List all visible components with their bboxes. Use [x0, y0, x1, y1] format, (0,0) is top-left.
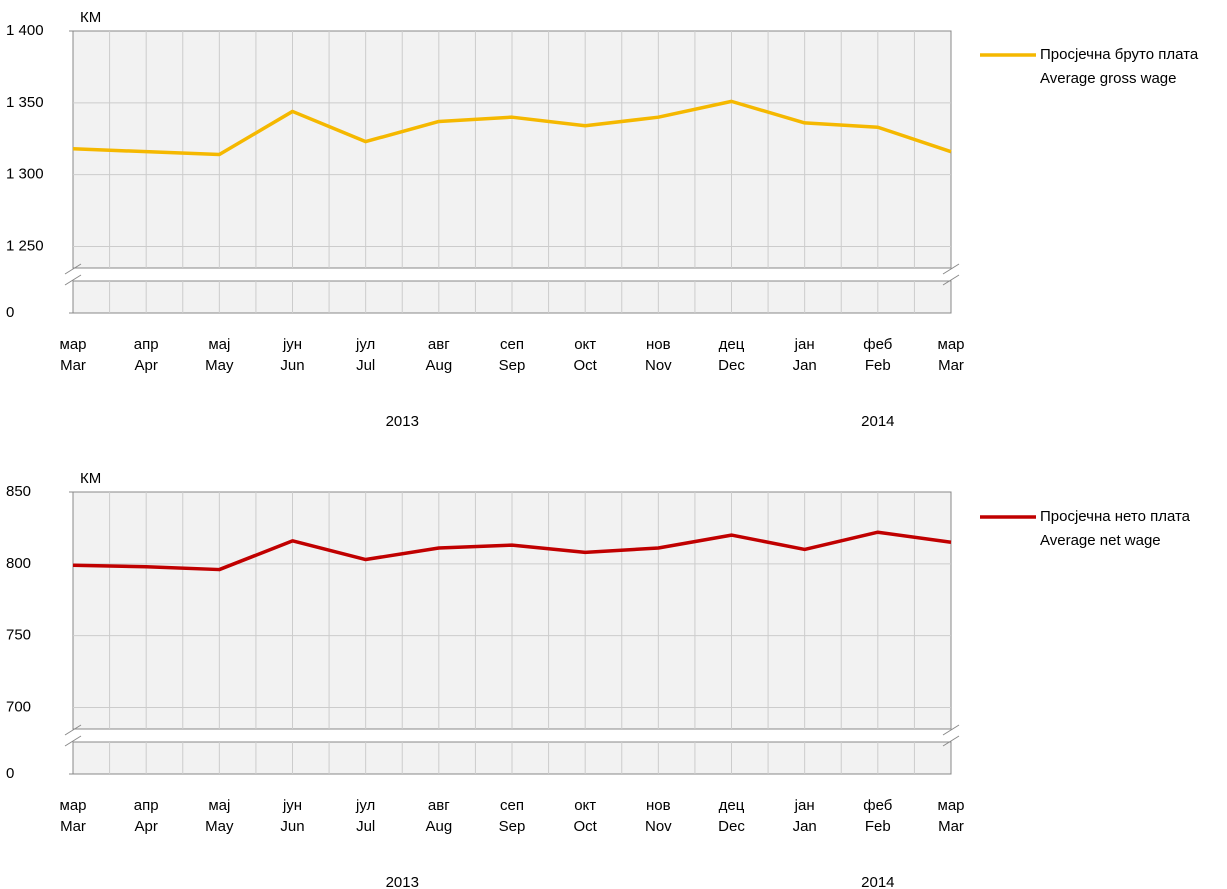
- y-tick-label: 1 400: [6, 22, 44, 39]
- axis-break: [64, 263, 82, 275]
- legend-label-en: Average gross wage: [1040, 70, 1176, 87]
- chart: 0 1 250 1 300 1 350 1 400 КМ мар Mar апр Apr мај Ma…: [6, 9, 1199, 430]
- x-tick-label-en: Nov: [645, 357, 672, 374]
- x-tick-label-en: Feb: [865, 357, 891, 374]
- legend-label: Просјечна нето плата: [1040, 508, 1191, 525]
- axis-break: [64, 274, 82, 286]
- x-tick-label-en: Mar: [938, 818, 964, 835]
- y-tick-label: 0: [6, 765, 14, 782]
- x-tick-label-en: Jul: [356, 818, 375, 835]
- x-tick-label-en: Oct: [573, 357, 597, 374]
- x-tick-label-en: Aug: [425, 357, 452, 374]
- y-tick-label: 0: [6, 304, 14, 321]
- x-tick-label-en: Jan: [793, 818, 817, 835]
- x-tick-label: јун: [282, 797, 302, 814]
- x-tick-label: јул: [355, 336, 375, 353]
- x-tick-label: апр: [134, 797, 159, 814]
- x-tick-label: сеп: [500, 797, 524, 814]
- axis-break: [942, 274, 960, 286]
- x-tick-label-en: Jun: [280, 818, 304, 835]
- line-series: [72, 99, 952, 157]
- x-tick-label: мај: [208, 336, 230, 353]
- axis-break: [942, 263, 960, 275]
- x-tick-label: окт: [574, 797, 596, 814]
- x-tick-label-en: Jun: [280, 357, 304, 374]
- x-tick-label-en: Oct: [573, 818, 597, 835]
- x-tick-label: мар: [60, 336, 87, 353]
- x-tick-label: јан: [794, 336, 815, 353]
- x-tick-label: јун: [282, 336, 302, 353]
- y-axis-unit: КМ: [80, 470, 101, 487]
- y-axis-unit: КМ: [80, 9, 101, 26]
- y-tick-label: 850: [6, 483, 31, 500]
- x-tick-label-en: Mar: [938, 357, 964, 374]
- y-tick-label: 1 350: [6, 94, 44, 111]
- x-tick-label-en: Feb: [865, 818, 891, 835]
- x-tick-label-en: Apr: [134, 357, 157, 374]
- x-tick-label-en: May: [205, 357, 234, 374]
- axis-break: [942, 735, 960, 747]
- x-tick-label: окт: [574, 336, 596, 353]
- x-tick-label: мар: [938, 797, 965, 814]
- x-tick-label: феб: [863, 797, 892, 814]
- x-tick-label: апр: [134, 336, 159, 353]
- x-tick-label-en: Jul: [356, 357, 375, 374]
- x-tick-label: мај: [208, 797, 230, 814]
- x-tick-label-en: Mar: [60, 357, 86, 374]
- x-tick-label: нов: [646, 797, 671, 814]
- x-tick-label-en: Sep: [499, 818, 526, 835]
- y-tick-label: 750: [6, 627, 31, 644]
- axis-break: [64, 735, 82, 747]
- x-tick-label: авг: [428, 336, 450, 353]
- chart: 0 700 750 800 850 КМ мар Mar апр Apr мај May јун Jun ј…: [6, 470, 1191, 889]
- x-tick-label-en: Apr: [134, 818, 157, 835]
- x-tick-label: мар: [938, 336, 965, 353]
- x-tick-label-en: Mar: [60, 818, 86, 835]
- line-series: [72, 530, 952, 572]
- x-tick-label: јул: [355, 797, 375, 814]
- x-tick-label-en: Dec: [718, 357, 745, 374]
- y-tick-label: 1 300: [6, 166, 44, 183]
- x-tick-label: авг: [428, 797, 450, 814]
- x-group-label: 2014: [861, 413, 894, 430]
- x-tick-label: дец: [719, 797, 745, 814]
- y-tick-label: 800: [6, 555, 31, 572]
- x-tick-label-en: Dec: [718, 818, 745, 835]
- axis-break: [942, 724, 960, 736]
- x-tick-label-en: Aug: [425, 818, 452, 835]
- x-tick-label-en: Jan: [793, 357, 817, 374]
- x-tick-label-en: May: [205, 818, 234, 835]
- x-tick-label: дец: [719, 336, 745, 353]
- y-tick-label: 700: [6, 698, 31, 715]
- legend-label-en: Average net wage: [1040, 532, 1161, 549]
- x-tick-label-en: Nov: [645, 818, 672, 835]
- y-tick-label: 1 250: [6, 237, 44, 254]
- x-tick-label-en: Sep: [499, 357, 526, 374]
- x-group-label: 2013: [386, 413, 419, 430]
- x-tick-label: мар: [60, 797, 87, 814]
- legend-label: Просјечна бруто плата: [1040, 46, 1199, 63]
- x-tick-label: јан: [794, 797, 815, 814]
- x-tick-label: сеп: [500, 336, 524, 353]
- x-group-label: 2013: [386, 874, 419, 889]
- x-group-label: 2014: [861, 874, 894, 889]
- x-tick-label: нов: [646, 336, 671, 353]
- x-tick-label: феб: [863, 336, 892, 353]
- axis-break: [64, 724, 82, 736]
